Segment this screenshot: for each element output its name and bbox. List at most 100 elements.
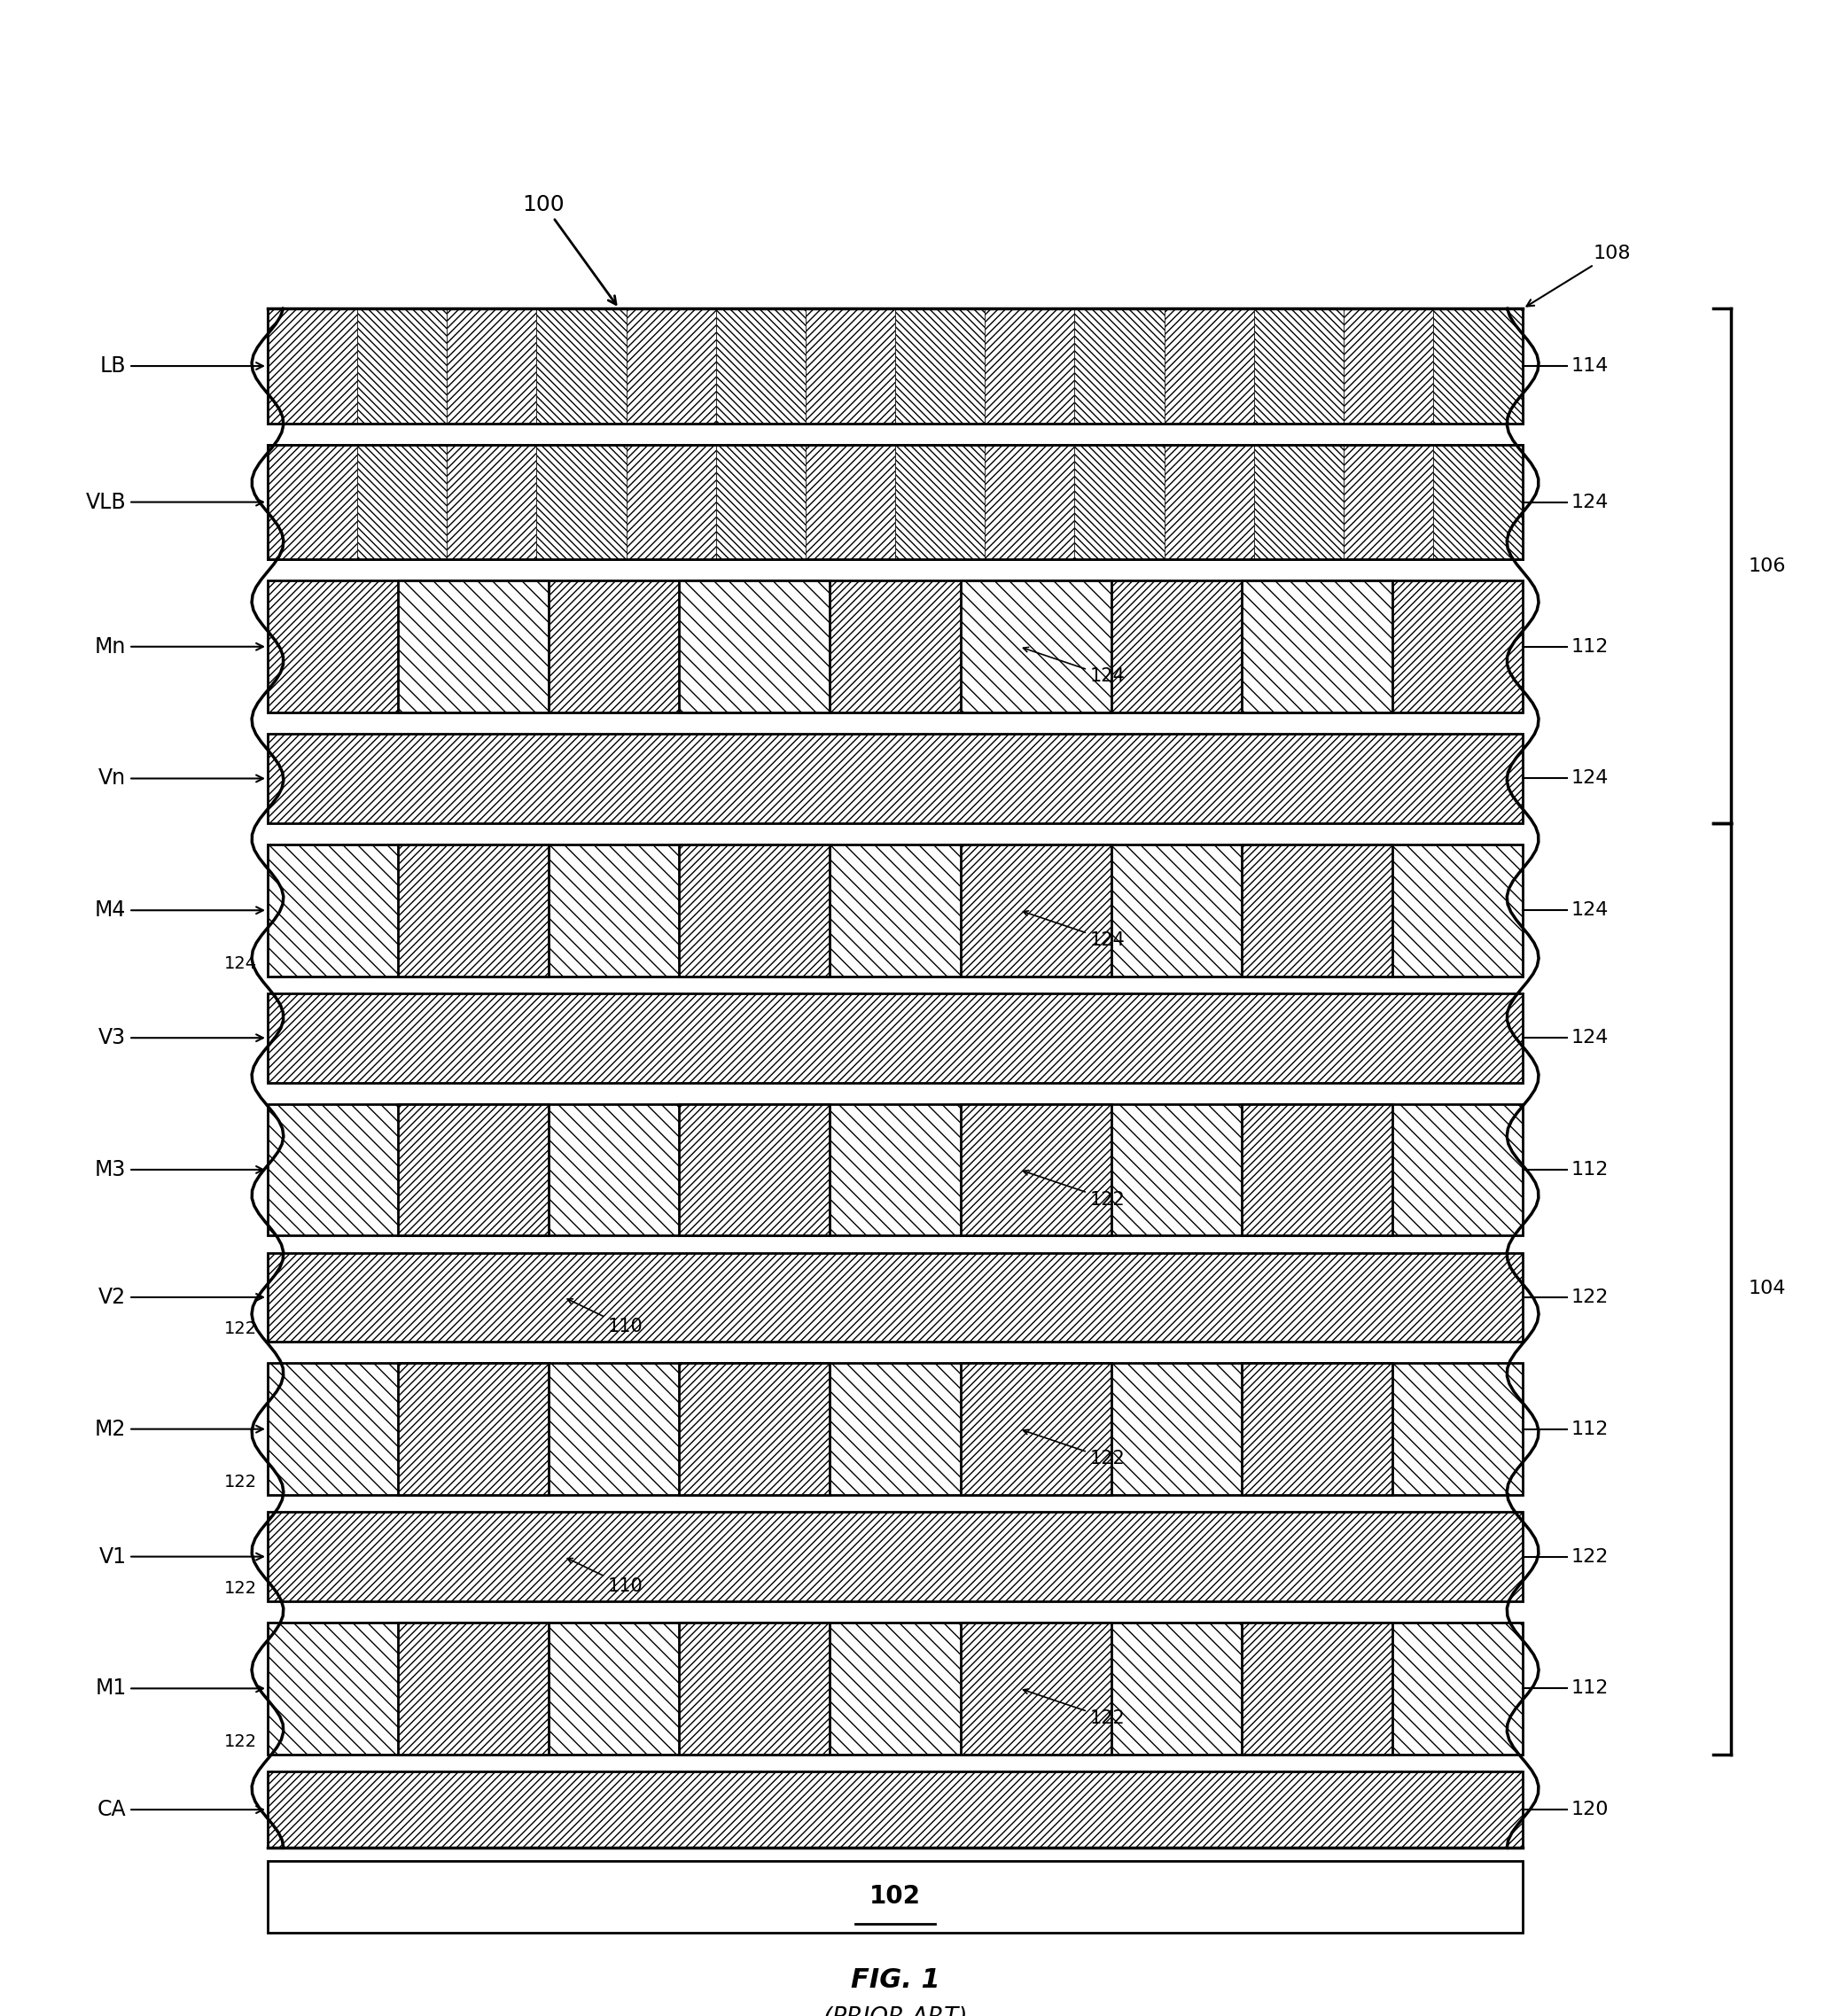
Bar [961,1363,1111,1496]
Polygon shape [715,308,806,423]
Polygon shape [1344,446,1434,560]
Bar [398,845,549,976]
Text: LB: LB [100,355,263,377]
Bar [1242,1105,1392,1236]
Bar [679,845,830,976]
Polygon shape [896,308,985,423]
Text: Vn: Vn [98,768,263,788]
Polygon shape [268,446,358,560]
Text: 114: 114 [1572,357,1609,375]
Polygon shape [1434,446,1523,560]
Text: 122: 122 [224,1320,257,1339]
Text: 122: 122 [224,1474,257,1490]
Bar [398,1105,549,1236]
Text: M2: M2 [95,1419,263,1439]
Bar [268,1772,1523,1849]
Text: CA: CA [97,1798,263,1820]
Polygon shape [447,446,536,560]
Text: 124: 124 [1572,770,1609,788]
Text: 110: 110 [567,1558,644,1595]
Bar [1242,581,1392,712]
Text: 122: 122 [224,1734,257,1750]
Text: V1: V1 [98,1546,263,1566]
Text: 106: 106 [1747,556,1786,575]
Bar [679,1105,830,1236]
Bar [1242,1623,1392,1754]
Text: 100: 100 [523,194,617,304]
Text: V3: V3 [98,1028,263,1048]
Polygon shape [447,308,536,423]
Polygon shape [1344,308,1434,423]
Polygon shape [536,308,626,423]
Bar [268,1105,1523,1236]
Text: 122: 122 [1023,1169,1125,1208]
Bar [1242,845,1392,976]
Bar [268,308,1523,423]
Polygon shape [536,446,626,560]
Text: 120: 120 [1572,1800,1609,1818]
Text: M1: M1 [95,1677,263,1699]
Text: 112: 112 [1572,1161,1609,1179]
Polygon shape [806,308,896,423]
Polygon shape [806,446,896,560]
Polygon shape [985,446,1074,560]
Bar [268,1623,1523,1754]
Text: 124: 124 [1023,647,1125,685]
Polygon shape [896,446,985,560]
Polygon shape [1253,308,1344,423]
Bar [398,1363,549,1496]
Polygon shape [985,308,1074,423]
Bar [1242,1363,1392,1496]
Polygon shape [626,308,715,423]
Text: 124: 124 [1572,901,1609,919]
Bar [268,446,1523,560]
Bar [679,1363,830,1496]
Bar [268,1363,1523,1496]
Text: (PRIOR ART): (PRIOR ART) [823,2006,967,2016]
Bar [961,1105,1111,1236]
Text: 108: 108 [1527,244,1631,306]
Text: 122: 122 [1572,1548,1609,1566]
Text: 112: 112 [1572,1419,1609,1437]
Polygon shape [358,308,447,423]
Text: FIG. 1: FIG. 1 [850,1968,939,1992]
Bar [679,581,830,712]
Bar [268,1512,1523,1601]
Text: 112: 112 [1572,637,1609,655]
Text: 122: 122 [1023,1429,1125,1468]
Text: V2: V2 [98,1286,263,1308]
Polygon shape [1074,308,1164,423]
Polygon shape [1164,446,1253,560]
Polygon shape [358,446,447,560]
Text: VLB: VLB [86,492,263,512]
Bar [268,308,1523,423]
Bar [268,581,1523,712]
Text: 110: 110 [567,1298,644,1337]
Bar [398,1623,549,1754]
Text: 124: 124 [224,956,257,972]
Text: M3: M3 [95,1159,263,1179]
Polygon shape [626,446,715,560]
Bar [268,1252,1523,1343]
Polygon shape [1434,308,1523,423]
Text: 124: 124 [1023,911,1125,950]
Bar [961,845,1111,976]
Bar [961,1623,1111,1754]
Polygon shape [715,446,806,560]
Text: M4: M4 [95,899,263,921]
Bar [961,581,1111,712]
Bar [268,845,1523,976]
Bar [268,734,1523,823]
Text: 122: 122 [1023,1689,1125,1728]
Bar [398,581,549,712]
Bar [268,1861,1523,1933]
Text: 104: 104 [1747,1280,1786,1298]
Text: 124: 124 [1572,494,1609,510]
Bar [679,1623,830,1754]
Text: 124: 124 [1572,1028,1609,1046]
Bar [268,994,1523,1083]
Polygon shape [1253,446,1344,560]
Polygon shape [1074,446,1164,560]
Polygon shape [1164,308,1253,423]
Polygon shape [268,308,358,423]
